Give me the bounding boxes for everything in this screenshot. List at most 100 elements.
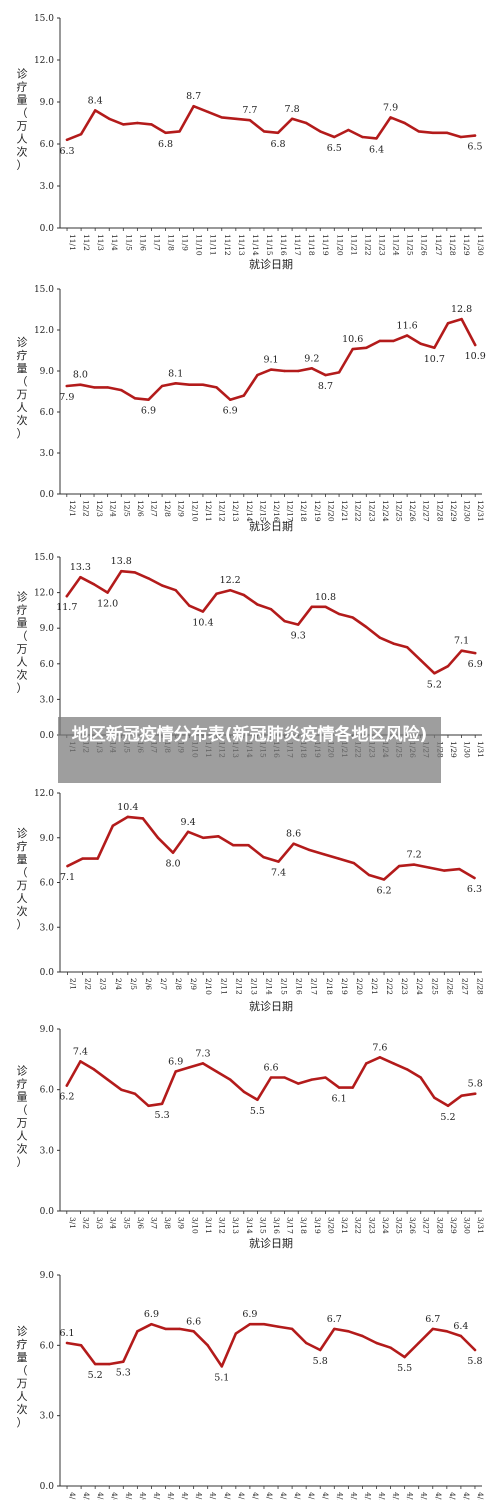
data-label: 6.4 — [369, 144, 384, 155]
data-point — [164, 1327, 167, 1331]
data-point — [403, 1355, 406, 1359]
y-tick-label: 0.0 — [40, 1482, 55, 1492]
data-point — [81, 857, 84, 860]
data-point — [248, 119, 252, 122]
x-tick-label: 12/5 — [122, 500, 131, 517]
x-tick-label: 3/26 — [408, 1217, 417, 1234]
x-tick-label: 4/21 — [349, 1492, 358, 1500]
data-point — [269, 1076, 273, 1079]
data-point — [460, 317, 463, 321]
x-tick-label: 12/20 — [326, 500, 335, 522]
data-point — [201, 1062, 205, 1065]
data-point — [136, 1330, 139, 1333]
x-tick-label: 12/29 — [449, 500, 458, 522]
data-point — [446, 321, 450, 325]
y-tick-label: 0.0 — [40, 1207, 55, 1217]
x-tick-label: 2/19 — [340, 978, 349, 995]
x-tick-label: 2/10 — [204, 978, 213, 995]
data-point — [351, 1086, 354, 1089]
data-point — [201, 383, 205, 386]
x-tick-label: 2/5 — [129, 978, 138, 990]
x-tick-label: 4/24 — [392, 1492, 401, 1500]
y-tick-label: 0.0 — [40, 490, 55, 500]
data-point — [111, 824, 114, 828]
x-tick-label: 3/15 — [258, 1217, 267, 1234]
x-tick-label: 11/5 — [124, 234, 133, 251]
x-tick-label: 11/30 — [476, 234, 485, 256]
x-tick-label: 4/2 — [82, 1492, 91, 1500]
data-point — [419, 342, 422, 345]
data-point — [460, 1094, 463, 1097]
data-point — [106, 1078, 109, 1081]
data-point — [337, 371, 341, 374]
x-tick-label: 3/9 — [177, 1217, 186, 1229]
data-point — [188, 604, 191, 607]
x-tick-label: 12/19 — [313, 500, 322, 522]
y-tick-label: 6.0 — [40, 660, 55, 670]
y-tick-label: 15.0 — [34, 285, 54, 295]
data-point — [262, 1323, 266, 1326]
data-label: 10.7 — [424, 354, 445, 365]
data-point — [304, 121, 308, 125]
data-point — [150, 1323, 153, 1326]
data-point — [473, 343, 477, 347]
x-tick-label: 3/29 — [449, 1217, 458, 1234]
data-point — [160, 584, 164, 587]
data-point — [375, 137, 378, 140]
data-label: 9.2 — [304, 353, 319, 364]
data-point — [382, 878, 386, 881]
data-point — [269, 608, 273, 611]
x-tick-label: 11/23 — [378, 234, 387, 256]
x-tick-label: 12/28 — [435, 500, 444, 522]
data-label: 10.8 — [315, 592, 336, 603]
data-point — [262, 130, 266, 133]
x-tick-label: 12/18 — [299, 500, 308, 522]
data-point — [473, 1092, 477, 1095]
series-line — [65, 104, 477, 142]
x-tick-label: 12/4 — [109, 500, 118, 517]
data-point — [262, 855, 265, 859]
y-tick-label: 0.0 — [40, 731, 55, 741]
data-label: 9.3 — [291, 631, 306, 642]
x-tick-label: 3/11 — [204, 1217, 213, 1234]
x-tick-label: 11/14 — [251, 234, 260, 256]
data-point — [174, 589, 177, 592]
x-tick-label: 4/10 — [195, 1492, 204, 1500]
x-tick-label: 11/10 — [195, 234, 204, 256]
data-label: 6.3 — [467, 884, 482, 895]
data-point — [217, 835, 220, 838]
x-tick-label: 2/7 — [159, 978, 168, 990]
x-tick-label: 4/19 — [321, 1492, 330, 1500]
x-tick-label: 4/26 — [420, 1492, 429, 1500]
chart-february-svg: 0.0 3.0 6.0 9.0 12.0 2/1 2/2 2/3 2/4 2/5 2/6 2/7 2/8… — [17, 789, 485, 1013]
data-point — [93, 1362, 97, 1366]
data-point — [392, 642, 395, 645]
data-point — [473, 876, 476, 880]
x-tick-label: 3/23 — [367, 1217, 376, 1234]
y-tick-label: 3.0 — [40, 182, 55, 192]
chart-march-svg: 0.0 3.0 6.0 9.0 3/1 3/2 3/3 3/4 3/5 3/6 3/7 3/8 3/9 3… — [17, 1025, 486, 1250]
x-tick-label: 3/18 — [299, 1217, 308, 1234]
series-line — [66, 815, 476, 881]
data-point — [133, 571, 137, 574]
data-label: 5.5 — [397, 1363, 412, 1374]
x-tick-label: 12/12 — [218, 500, 227, 522]
data-point — [256, 373, 259, 377]
x-tick-label: 2/11 — [219, 978, 228, 995]
x-tick-label: 12/25 — [395, 500, 404, 522]
data-point — [122, 1360, 125, 1363]
data-label: 6.6 — [263, 1063, 278, 1074]
x-tick-label: 12/24 — [381, 500, 390, 522]
y-tick-label: 9.0 — [40, 1271, 55, 1281]
chart-february: 0.0 3.0 6.0 9.0 12.0 2/1 2/2 2/3 2/4 2/5 2/6 2/7 2/8… — [0, 784, 500, 1016]
x-tick-label: 11/29 — [462, 234, 471, 256]
data-point — [473, 134, 477, 137]
x-tick-label: 12/26 — [408, 500, 417, 522]
data-label: 8.1 — [168, 368, 183, 379]
x-tick-label: 4/5 — [124, 1492, 133, 1500]
data-point — [269, 368, 273, 371]
data-point — [120, 570, 123, 573]
x-tick-label: 4/16 — [279, 1492, 288, 1500]
data-point — [310, 1078, 314, 1081]
data-point — [79, 1344, 83, 1347]
